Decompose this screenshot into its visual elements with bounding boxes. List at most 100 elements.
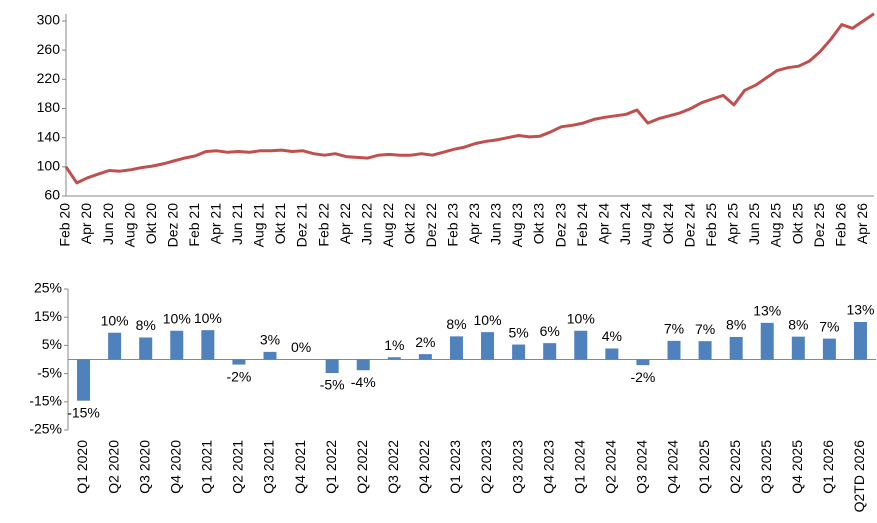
y-tick-label: -5% <box>37 364 62 380</box>
x-tick-label: Q2 2021 <box>230 440 246 494</box>
x-tick-label: Okt 22 <box>401 203 417 244</box>
bar <box>418 354 432 360</box>
x-tick-label: Dez 25 <box>811 203 827 248</box>
value-label: -2% <box>226 368 251 384</box>
x-tick-label: Dez 20 <box>164 203 180 248</box>
bar <box>263 351 277 360</box>
x-tick-label: Q2 2020 <box>105 440 121 494</box>
y-tick-label: 260 <box>37 41 61 57</box>
x-tick-label: Dez 22 <box>423 203 439 248</box>
x-tick-label: Q4 2025 <box>789 440 805 494</box>
y-tick-label: 180 <box>37 99 61 115</box>
x-tick-label: Feb 24 <box>574 203 590 247</box>
bar <box>574 330 588 360</box>
bar <box>387 357 401 360</box>
bar <box>201 330 215 360</box>
value-label: 13% <box>753 303 781 319</box>
x-tick-label: Apr 20 <box>78 203 94 244</box>
y-tick-label: -15% <box>29 393 62 409</box>
x-tick-label: Dez 23 <box>552 203 568 248</box>
x-tick-label: Jun 23 <box>488 203 504 245</box>
x-tick-label: Q3 2020 <box>136 440 152 494</box>
x-tick-label: Okt 21 <box>272 203 288 244</box>
y-tick-label: 100 <box>37 158 61 174</box>
line-series <box>64 12 875 185</box>
bar <box>760 322 774 360</box>
value-label: 4% <box>602 328 622 344</box>
bar <box>822 338 836 360</box>
x-tick-label: Q3 2024 <box>634 440 650 494</box>
bar <box>481 332 495 360</box>
x-tick-label: Okt 24 <box>660 203 676 244</box>
bar <box>698 341 712 360</box>
x-tick-label: Feb 23 <box>445 203 461 247</box>
x-tick-label: Feb 20 <box>57 203 73 247</box>
x-tick-label: Aug 22 <box>380 203 396 248</box>
value-label: -4% <box>351 374 376 390</box>
y-tick-label: 5% <box>42 336 62 352</box>
bar <box>605 348 619 360</box>
value-label: 7% <box>819 318 839 334</box>
x-tick-label: Jun 22 <box>358 203 374 245</box>
x-tick-label: Q4 2021 <box>292 440 308 494</box>
value-label: 2% <box>415 334 435 350</box>
x-tick-label: Q3 2022 <box>385 440 401 494</box>
bar <box>791 336 805 360</box>
x-tick-label: Okt 23 <box>531 203 547 244</box>
x-tick-label: Q3 2021 <box>261 440 277 494</box>
value-label: 6% <box>540 323 560 339</box>
x-tick-label: Apr 23 <box>466 203 482 244</box>
bar <box>108 332 122 360</box>
x-tick-label: Q1 2021 <box>199 440 215 494</box>
value-label: 10% <box>567 310 595 326</box>
x-tick-label: Jun 20 <box>100 203 116 245</box>
x-tick-label: Dez 24 <box>682 203 698 248</box>
bar <box>232 359 246 365</box>
x-tick-label: Q1 2024 <box>571 440 587 494</box>
x-tick-label: Aug 24 <box>638 203 654 248</box>
x-tick-label: Jun 25 <box>746 203 762 245</box>
x-tick-label: Okt 25 <box>789 203 805 244</box>
x-tick-label: Feb 22 <box>315 203 331 247</box>
bar <box>636 359 650 366</box>
value-label: 1% <box>384 337 404 353</box>
value-label: 13% <box>846 302 874 318</box>
value-label: -2% <box>630 369 655 385</box>
x-tick-label: Q4 2024 <box>665 440 681 494</box>
x-tick-label: Jun 21 <box>229 203 245 245</box>
bar <box>139 337 153 360</box>
value-label: 10% <box>163 310 191 326</box>
x-tick-label: Feb 26 <box>832 203 848 247</box>
bar <box>170 330 184 360</box>
x-tick-label: Q1 2022 <box>323 440 339 494</box>
x-tick-label: Q4 2022 <box>416 440 432 494</box>
x-tick-label: Q2TD 2026 <box>851 440 867 513</box>
y-tick-label: -25% <box>29 421 62 437</box>
x-tick-label: Aug 25 <box>768 203 784 248</box>
value-label: 7% <box>664 321 684 337</box>
x-tick-label: Q2 2024 <box>603 440 619 494</box>
value-label: 8% <box>726 317 746 333</box>
value-label: 0% <box>291 339 311 355</box>
bar <box>356 359 370 371</box>
y-tick-label: 220 <box>37 70 61 86</box>
bar <box>77 359 91 401</box>
x-tick-label: Apr 24 <box>595 203 611 244</box>
x-tick-label: Q4 2020 <box>167 440 183 494</box>
x-tick-label: Aug 20 <box>121 203 137 248</box>
y-tick-label: 25% <box>34 280 62 296</box>
value-label: 8% <box>788 316 808 332</box>
x-tick-label: Q1 2023 <box>447 440 463 494</box>
x-tick-label: Q1 2020 <box>74 440 90 494</box>
x-tick-label: Apr 26 <box>854 203 870 244</box>
value-label: -5% <box>320 377 345 393</box>
bar <box>449 336 463 360</box>
value-label: 10% <box>194 310 222 326</box>
x-tick-label: Apr 21 <box>208 203 224 244</box>
x-tick-label: Dez 21 <box>294 203 310 248</box>
bar <box>729 336 743 360</box>
x-tick-label: Q1 2025 <box>696 440 712 494</box>
x-tick-label: Jun 24 <box>617 203 633 245</box>
x-tick-label: Q4 2023 <box>540 440 556 494</box>
